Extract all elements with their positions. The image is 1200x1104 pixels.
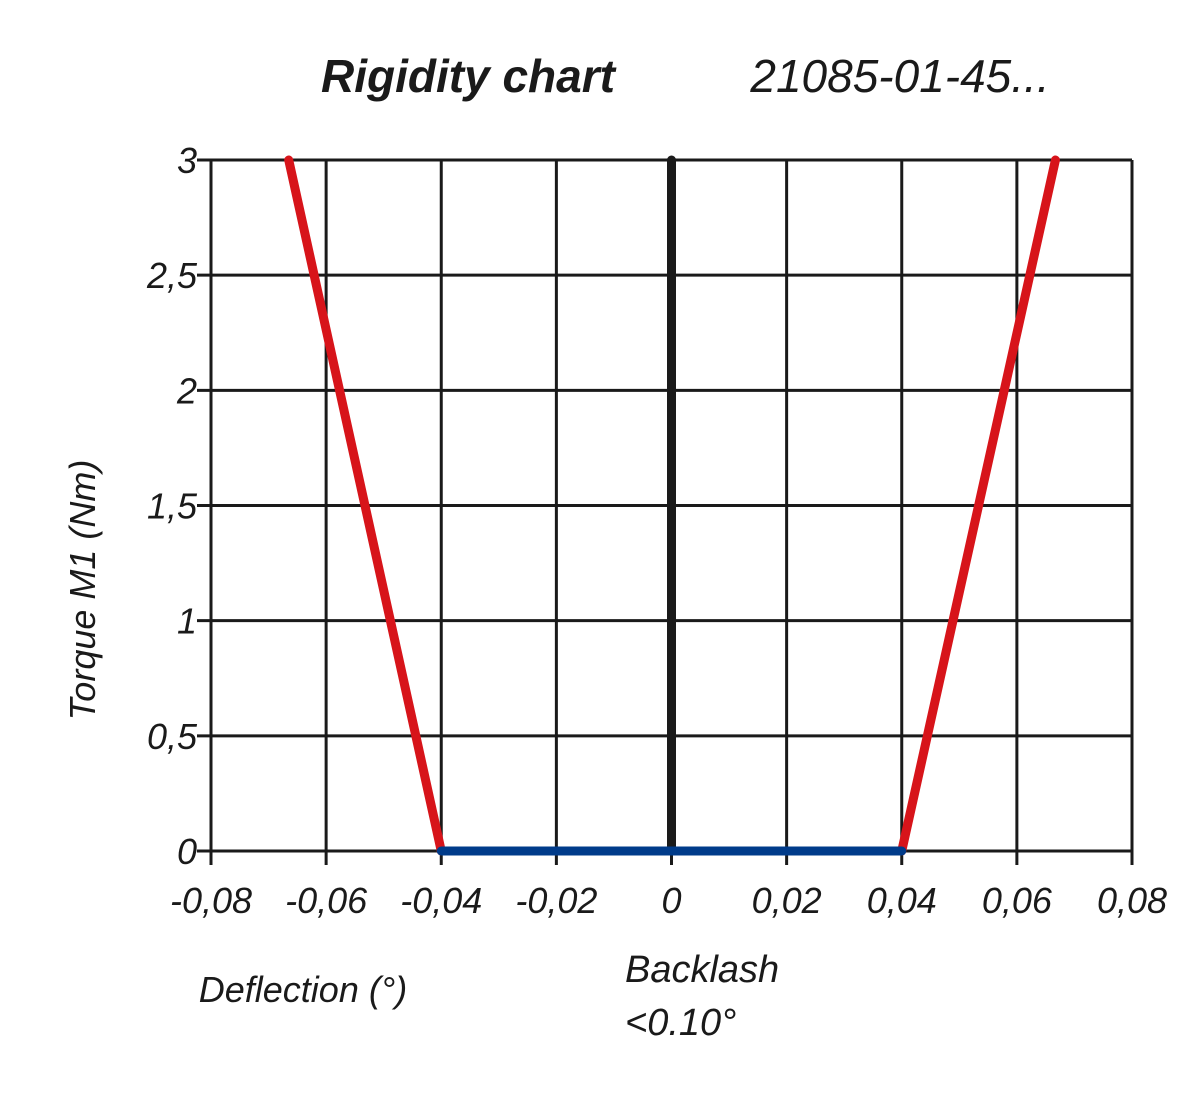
series-layer bbox=[284, 155, 1060, 856]
y-tick-label: 1,5 bbox=[147, 486, 198, 527]
chart-subtitle: 21085-01-45... bbox=[749, 50, 1049, 102]
chart-title: Rigidity chart bbox=[321, 50, 617, 102]
y-tick-label: 1 bbox=[177, 601, 197, 642]
x-tick-label: 0,06 bbox=[982, 880, 1053, 921]
x-tick-label: 0 bbox=[661, 880, 681, 921]
y-tick-label: 0,5 bbox=[147, 716, 198, 757]
x-tick-label: 0,08 bbox=[1097, 880, 1167, 921]
x-tick-label: -0,06 bbox=[285, 880, 368, 921]
grid bbox=[197, 158, 1134, 865]
x-tick-label: 0,04 bbox=[867, 880, 937, 921]
y-tick-label: 0 bbox=[177, 831, 197, 872]
series-line-2 bbox=[897, 155, 1060, 856]
series-line-1 bbox=[284, 155, 446, 856]
x-axis-ticks: -0,08 -0,06 -0,04 -0,02 0 0,02 0,04 0,06 0,08 bbox=[170, 880, 1167, 921]
x-tick-label: -0,02 bbox=[515, 880, 597, 921]
y-axis-label: Torque M1 (Nm) bbox=[62, 460, 103, 721]
x-axis-label: Deflection (°) bbox=[199, 969, 407, 1010]
y-tick-label: 2 bbox=[176, 370, 197, 411]
x-tick-label: -0,08 bbox=[170, 880, 252, 921]
x-tick-label: 0,02 bbox=[752, 880, 822, 921]
y-tick-label: 2,5 bbox=[146, 255, 198, 296]
backlash-annotation-line-1: Backlash bbox=[625, 949, 779, 991]
x-tick-label: -0,04 bbox=[400, 880, 482, 921]
backlash-annotation: Backlash <0.10° bbox=[625, 949, 790, 1044]
y-axis-ticks: 0 0,5 1 1,5 2 2,5 3 bbox=[146, 140, 198, 872]
y-tick-label: 3 bbox=[177, 140, 197, 181]
backlash-annotation-line-2: <0.10° bbox=[625, 1002, 736, 1044]
